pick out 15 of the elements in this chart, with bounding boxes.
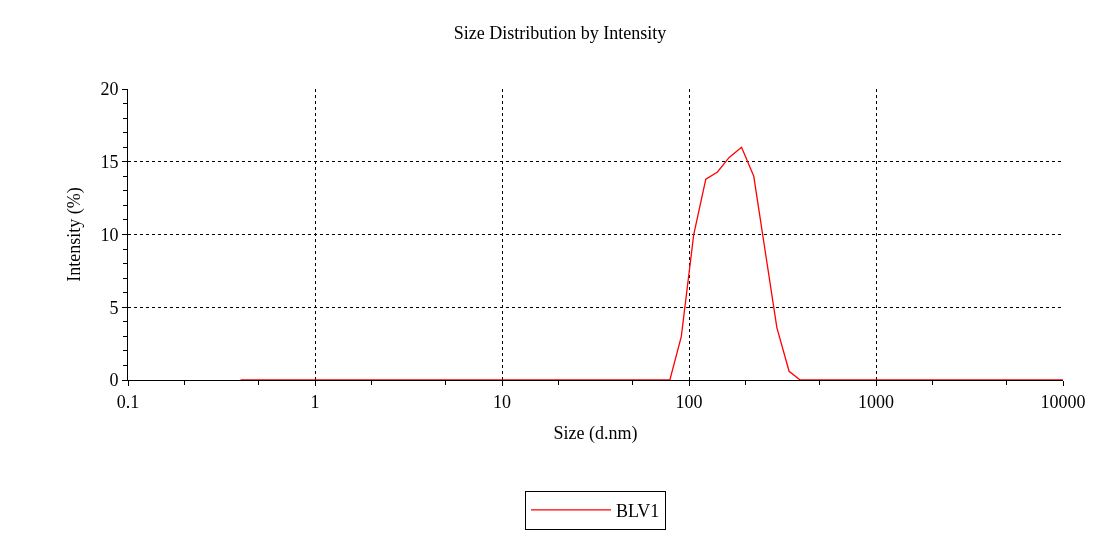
y-tick-label: 5 <box>109 297 119 318</box>
x-tick-label: 1000 <box>858 391 894 412</box>
chart-title: Size Distribution by Intensity <box>453 22 667 43</box>
legend-label: BLV1 <box>616 500 660 521</box>
y-tick-label: 15 <box>100 152 119 173</box>
x-tick-label: 1 <box>310 391 320 412</box>
x-tick-label: 100 <box>675 391 703 412</box>
y-tick-label: 0 <box>109 370 119 391</box>
x-axis-title: Size (d.nm) <box>553 422 638 444</box>
x-tick-label: 10 <box>493 391 511 412</box>
x-tick-label: 10000 <box>1040 391 1086 412</box>
y-axis-title: Intensity (%) <box>63 187 85 282</box>
y-tick-label: 10 <box>100 224 119 245</box>
x-tick-label: 0.1 <box>116 391 140 412</box>
y-tick-label: 20 <box>100 79 119 100</box>
